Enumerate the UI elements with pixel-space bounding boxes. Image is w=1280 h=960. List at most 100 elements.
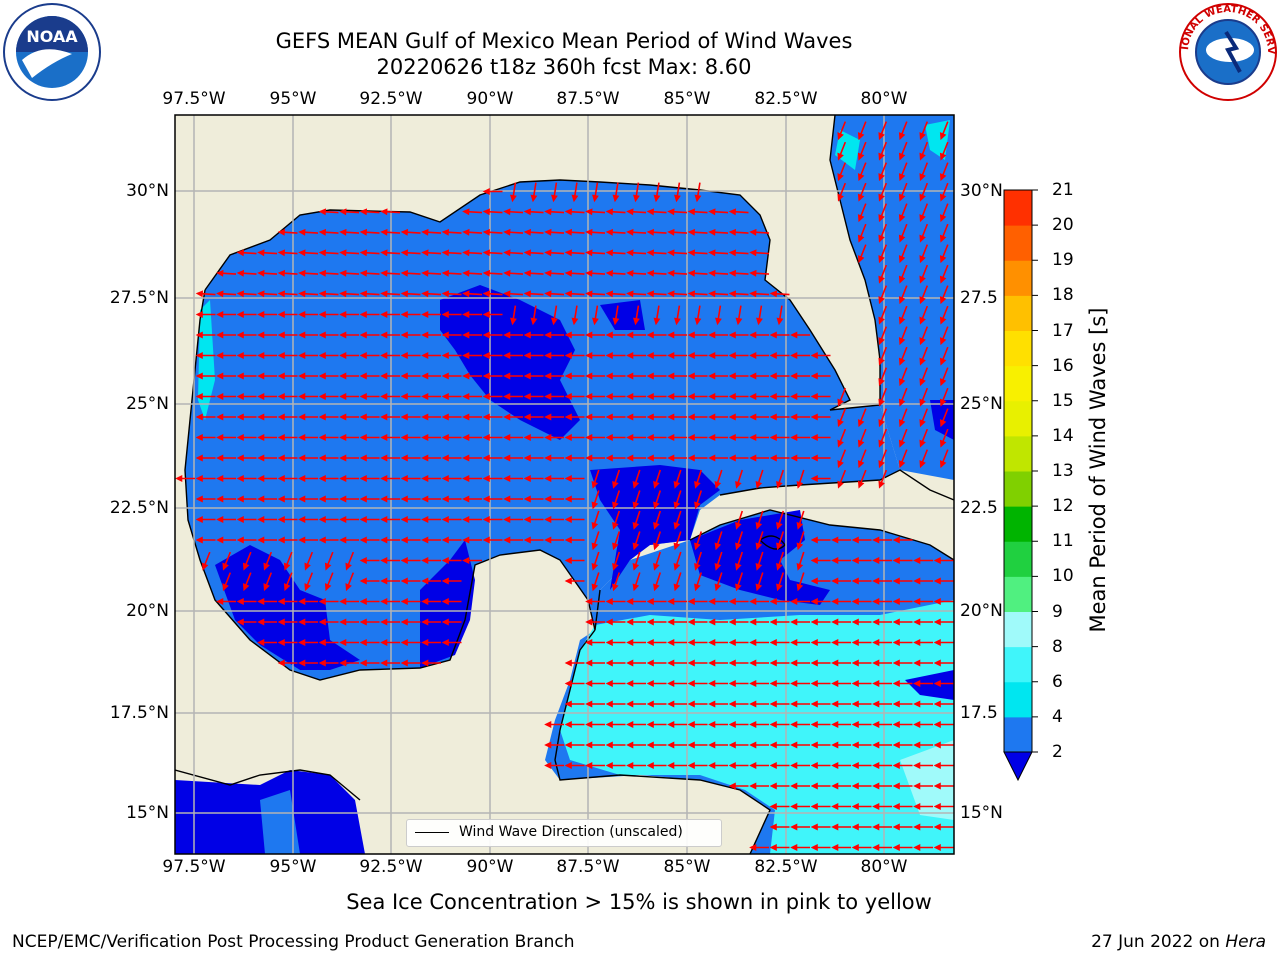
wind-wave-arrow-head (421, 372, 429, 380)
wind-wave-arrow-head (939, 419, 947, 428)
wind-wave-arrow-head (708, 331, 716, 339)
wind-wave-arrow-head (913, 803, 921, 810)
wind-wave-arrow-head (646, 700, 654, 708)
wind-wave-arrow-head (400, 475, 408, 482)
lat-tick-left: 15°N (126, 803, 169, 823)
wind-wave-arrow-head (714, 562, 722, 571)
wind-wave-arrow-head (728, 413, 736, 421)
wind-wave-arrow-head (728, 659, 736, 667)
wind-wave-arrow-head (919, 337, 926, 346)
wind-wave-arrow-head (708, 352, 716, 359)
wind-wave-arrow-head (503, 228, 511, 236)
wind-wave-arrow-head (735, 562, 742, 571)
wind-wave-arrow-head (298, 475, 306, 482)
wind-wave-arrow-head (236, 618, 244, 626)
wind-wave-arrow-head (216, 352, 224, 359)
wind-wave-arrow-head (564, 434, 572, 441)
wind-wave-arrow-head (503, 208, 511, 216)
wind-wave-arrow-head (605, 721, 613, 728)
wind-wave-arrow-head (441, 269, 450, 277)
wind-wave-arrow-head (482, 188, 490, 195)
wind-wave-arrow-head (898, 439, 906, 448)
wind-wave-arrow-head (790, 823, 798, 831)
wind-wave-arrow-head (359, 536, 367, 544)
wind-wave-arrow-head (872, 618, 880, 626)
wind-wave-arrow-head (298, 434, 306, 441)
wind-wave-arrow-head (790, 331, 798, 339)
wind-wave-arrow-head (810, 639, 818, 646)
wind-wave-arrow-head (913, 659, 921, 667)
colorbar-segment (1004, 400, 1032, 437)
wind-wave-arrow-head (735, 317, 743, 326)
wind-wave-arrow-head (749, 290, 757, 298)
wind-wave-arrow-head (421, 598, 429, 605)
wind-wave-arrow-head (605, 434, 613, 441)
wind-wave-arrow-head (503, 434, 511, 441)
map-legend: Wind Wave Direction (unscaled) (406, 819, 722, 847)
wind-wave-arrow-head (687, 454, 695, 462)
wind-wave-arrow-head (523, 331, 531, 339)
wind-wave-arrow-head (933, 659, 941, 667)
wind-wave-arrow-head (687, 762, 695, 769)
wind-wave-arrow-head (339, 454, 347, 462)
wind-wave-arrow-head (708, 721, 716, 728)
wind-wave-arrow-head (919, 398, 926, 407)
wind-wave-arrow-head (626, 454, 634, 462)
wind-wave-arrow-head (359, 249, 368, 257)
lon-tick-top: 87.5°W (556, 89, 620, 109)
wind-wave-arrow-head (674, 194, 681, 203)
wind-wave-arrow-head (441, 618, 449, 626)
wind-wave-arrow-head (933, 782, 941, 790)
wind-wave-arrow-head (421, 290, 429, 298)
wind-wave-arrow-head (626, 618, 634, 626)
wind-wave-arrow-head (441, 454, 449, 462)
wind-wave-arrow-head (236, 352, 244, 359)
wind-wave-arrow-head (735, 480, 742, 489)
wind-wave-arrow-head (913, 844, 921, 851)
wind-wave-arrow-head (694, 501, 701, 510)
wind-wave-arrow-head (694, 583, 701, 592)
wind-wave-arrow-head (735, 542, 742, 551)
wind-wave-arrow-head (544, 495, 552, 503)
wind-wave-arrow-head (585, 454, 593, 462)
wind-wave-arrow-head (324, 583, 332, 592)
wind-wave-arrow-head (790, 413, 798, 421)
wind-wave-arrow-head (523, 434, 531, 441)
wind-wave-arrow-head (195, 536, 203, 544)
wind-wave-arrow-head (585, 741, 593, 749)
wind-wave-arrow-head (667, 618, 675, 626)
wind-wave-arrow-head (667, 680, 675, 687)
colorbar-segment (1004, 365, 1032, 402)
coastlines (175, 115, 954, 854)
wind-wave-arrow-head (939, 275, 947, 284)
wind-wave-arrow-head (263, 562, 270, 571)
wind-wave-arrow-head (790, 741, 798, 749)
wind-wave-arrow-head (380, 393, 388, 400)
wind-wave-arrow-head (892, 823, 900, 831)
wind-wave-arrow-head (571, 317, 579, 326)
wind-wave-arrow-head (851, 639, 859, 646)
wind-wave-arrow-head (359, 495, 367, 503)
wind-wave-arrow-head (687, 700, 695, 708)
wind-wave-arrow-head (298, 495, 306, 503)
wind-wave-arrow-head (919, 378, 926, 387)
wind-wave-arrow-head (339, 659, 347, 667)
low-period-patch (440, 285, 580, 440)
wind-wave-arrow-head (749, 352, 757, 359)
lon-tick-bottom: 87.5°W (556, 857, 620, 877)
wind-wave-arrow-head (523, 454, 531, 462)
wind-wave-arrows (175, 121, 954, 851)
wind-wave-arrow-head (236, 290, 245, 298)
wind-wave-arrow-head (837, 460, 844, 469)
wind-wave-arrow-head (400, 434, 408, 441)
wind-wave-arrow-head (222, 562, 229, 571)
wind-wave-arrow-head (728, 700, 736, 708)
wind-wave-arrow-head (263, 583, 270, 592)
wind-wave-arrow-head (878, 316, 885, 325)
wind-wave-arrow-head (851, 557, 859, 564)
wind-wave-arrow-head (646, 269, 655, 277)
wind-wave-arrow-head (694, 480, 701, 489)
wind-wave-arrow-head (216, 372, 224, 380)
wind-wave-arrow-head (441, 598, 449, 605)
wind-wave-arrow-head (482, 290, 491, 298)
